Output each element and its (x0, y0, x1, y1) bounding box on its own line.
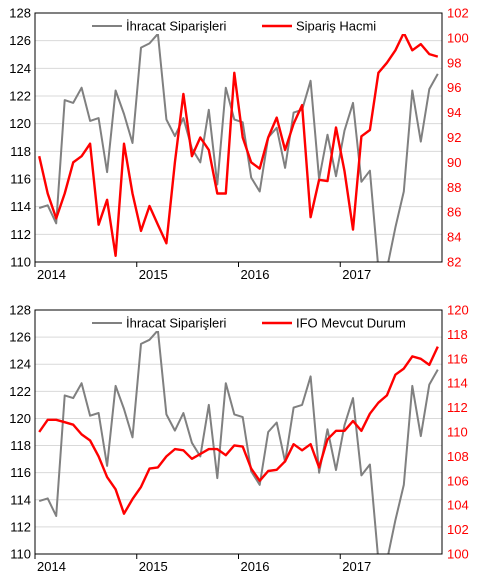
series-line-right (38, 31, 439, 257)
chart-export-orders-vs-ifo-current-situation: 2014 2015 2016 2017 110 112 114 116 118 120 122 124… (9, 303, 468, 575)
y-right-tick-label: 104 (447, 498, 469, 513)
y-left-tick-label: 128 (9, 303, 31, 318)
y-right-tick-label: 114 (447, 376, 468, 391)
y-right-tick-label: 84 (447, 230, 461, 245)
y-right-tick-label: 98 (447, 55, 461, 70)
x-tick-label: 2017 (342, 559, 371, 574)
legend-label: İhracat Siparişleri (126, 19, 227, 34)
plot-frame (34, 309, 443, 555)
gridlines (35, 309, 442, 555)
y-left-tick-label: 112 (10, 227, 31, 242)
y-right-tick-label: 88 (447, 180, 461, 195)
x-axis-ticks: 2014 2015 2016 2017 (34, 554, 371, 574)
x-tick-label: 2014 (37, 559, 66, 574)
series-group (38, 31, 439, 262)
y-right-tick-label: 118 (447, 327, 468, 342)
legend: İhracat Siparişleri IFO Mevcut Durum (90, 314, 410, 331)
y-left-tick-label: 126 (9, 330, 31, 345)
y-right-tick-label: 120 (447, 303, 469, 318)
y-right-tick-label: 106 (447, 473, 469, 488)
y-right-tick-label: 82 (447, 255, 461, 270)
x-tick-label: 2016 (241, 267, 270, 282)
y-right-tick-label: 92 (447, 130, 461, 145)
y-left-tick-label: 124 (9, 357, 31, 372)
legend-label: Sipariş Hacmi (296, 19, 376, 34)
y-left-tick-label: 122 (9, 89, 31, 104)
y-left-tick-label: 128 (9, 6, 31, 21)
y-left-tick-label: 120 (9, 411, 31, 426)
y-right-tick-label: 100 (447, 30, 469, 45)
gridlines (35, 12, 442, 263)
chart-export-orders-vs-order-volume: 2014 2015 2016 2017 110 112 114 116 118 120 122 124… (9, 6, 468, 283)
legend-bg (90, 314, 236, 331)
series-line-left (38, 329, 439, 554)
x-tick-label: 2016 (241, 559, 270, 574)
y-right-tick-label: 90 (447, 155, 461, 170)
y-right-tick-label: 116 (447, 351, 468, 366)
y-left-tick-label: 112 (10, 519, 31, 534)
x-tick-label: 2014 (37, 267, 66, 282)
y-right-tick-label: 96 (447, 80, 461, 95)
y-left-tick-label: 110 (10, 255, 31, 270)
x-tick-label: 2017 (342, 267, 371, 282)
y-axis-left: 110 112 114 116 118 120 122 124 126 128 (9, 6, 31, 270)
y-left-tick-label: 114 (10, 199, 31, 214)
y-left-tick-label: 118 (10, 438, 31, 453)
series-line-right (38, 346, 439, 515)
plot-frame (34, 12, 443, 263)
y-right-tick-label: 102 (447, 6, 469, 21)
series-line-left (38, 32, 439, 262)
series-group (38, 329, 439, 554)
x-tick-label: 2015 (139, 267, 168, 282)
y-right-tick-label: 112 (447, 400, 468, 415)
y-right-tick-label: 86 (447, 205, 461, 220)
x-axis-ticks: 2014 2015 2016 2017 (34, 262, 371, 282)
x-tick-label: 2015 (139, 559, 168, 574)
y-axis-right: 100 102 104 106 108 110 112 114 116 118 120 (447, 303, 469, 562)
y-left-tick-label: 126 (9, 33, 31, 48)
legend-label: IFO Mevcut Durum (296, 316, 406, 331)
y-right-tick-label: 110 (447, 425, 468, 440)
y-right-tick-label: 102 (447, 522, 469, 537)
legend-bg (260, 17, 410, 34)
legend-bg (90, 17, 236, 34)
legend: İhracat Siparişleri Sipariş Hacmi (90, 17, 410, 34)
y-right-tick-label: 100 (447, 547, 469, 562)
y-right-tick-label: 108 (447, 449, 469, 464)
y-right-tick-label: 94 (447, 105, 461, 120)
y-left-tick-label: 116 (10, 465, 31, 480)
y-axis-left: 110 112 114 116 118 120 122 124 126 128 (9, 303, 31, 562)
y-left-tick-label: 124 (9, 61, 31, 76)
legend-bg (260, 314, 410, 331)
y-axis-right: 82 84 86 88 90 92 94 96 98 100 102 (447, 6, 469, 270)
y-left-tick-label: 120 (9, 116, 31, 131)
y-left-tick-label: 114 (10, 492, 31, 507)
y-left-tick-label: 110 (10, 547, 31, 562)
y-left-tick-label: 116 (10, 172, 31, 187)
y-left-tick-label: 122 (9, 384, 31, 399)
y-left-tick-label: 118 (10, 144, 31, 159)
legend-label: İhracat Siparişleri (126, 316, 227, 331)
